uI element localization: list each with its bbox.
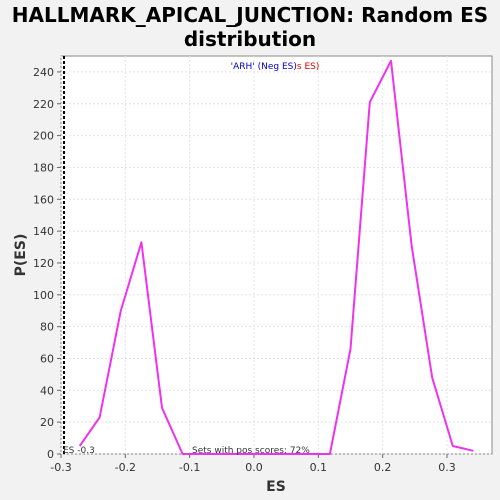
y-axis-ticks: 0 20 40 60 80 100 120 140 160 180 200 220 240 (33, 66, 61, 461)
y-tick-label: 220 (33, 98, 54, 111)
pos-scores-annotation: Sets with pos scores: 72% (192, 446, 310, 456)
y-tick-label: 60 (40, 352, 54, 365)
x-tick-label: -0.1 (179, 461, 200, 474)
x-tick-label: -0.3 (50, 461, 71, 474)
y-tick-label: 180 (33, 161, 54, 174)
y-tick-label: 100 (33, 289, 54, 302)
series-layer (78, 59, 474, 455)
y-tick-label: 240 (33, 66, 54, 79)
plot-area (60, 55, 493, 455)
series-line-0 (78, 59, 474, 455)
x-tick-label: 0.0 (245, 461, 263, 474)
x-tick-label: 0.3 (438, 461, 456, 474)
legend-neg-es: 'ARH' (Neg ES) (231, 62, 297, 72)
chart-title-line2: distribution (184, 27, 316, 51)
x-axis-title: ES (266, 479, 286, 495)
y-axis-title: P(ES) (13, 234, 29, 277)
y-tick-label: 80 (40, 321, 54, 334)
y-tick-label: 0 (47, 448, 54, 461)
legend-pos-es: s ES) (297, 62, 319, 72)
y-tick-label: 120 (33, 257, 54, 270)
y-tick-label: 160 (33, 193, 54, 206)
x-axis-ticks: -0.3 -0.2 -0.1 0.0 0.1 0.2 0.3 (50, 454, 456, 474)
y-tick-label: 20 (40, 416, 54, 429)
es-marker-label: ES -0.3 (63, 446, 95, 456)
chart-title-line1: HALLMARK_APICAL_JUNCTION: Random ES (12, 3, 488, 27)
x-tick-label: 0.2 (374, 461, 392, 474)
y-tick-label: 40 (40, 384, 54, 397)
y-tick-label: 200 (33, 130, 54, 143)
x-tick-label: -0.2 (115, 461, 136, 474)
y-tick-label: 140 (33, 225, 54, 238)
legend: 'ARH' (Neg ES)s ES) (231, 62, 320, 72)
x-tick-label: 0.1 (310, 461, 328, 474)
